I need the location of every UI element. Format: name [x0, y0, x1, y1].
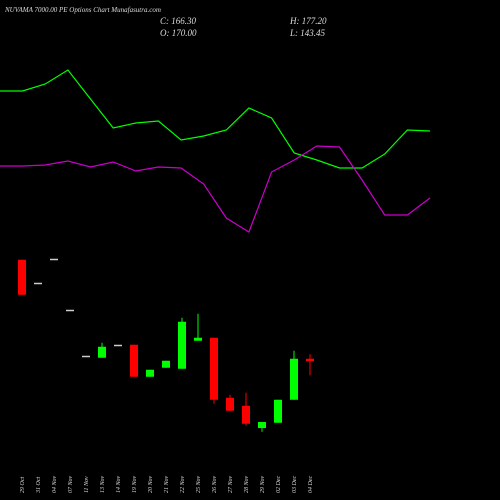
- x-tick-label: 14 Nov: [115, 475, 122, 493]
- candle-body: [18, 259, 26, 295]
- candle-body: [194, 337, 202, 341]
- x-tick-label: 03 Dec: [292, 476, 298, 493]
- candle-body: [34, 282, 42, 285]
- chart-title: NUVAMA 7000.00 PE Options Chart Munafasu…: [4, 6, 161, 14]
- info-low: L: 143.45: [289, 28, 326, 38]
- candle-body: [66, 309, 74, 312]
- candle-body: [130, 344, 138, 377]
- candle-body: [306, 358, 314, 362]
- candle-body: [162, 360, 170, 368]
- candle-body: [290, 358, 298, 400]
- info-high: H: 177.20: [289, 16, 327, 26]
- x-tick-label: 26 Nov: [212, 475, 218, 493]
- candle-body: [274, 399, 282, 423]
- line-series: [0, 145, 431, 233]
- x-tick-label: 11 Nov: [84, 476, 90, 493]
- x-tick-label: 25 Nov: [196, 475, 202, 493]
- candle-body: [50, 258, 58, 261]
- candle-body: [146, 369, 154, 377]
- candle-body: [178, 321, 186, 369]
- x-tick-label: 04 Dec: [307, 476, 314, 493]
- x-tick-label: 31 Oct: [36, 477, 42, 494]
- candle-body: [226, 397, 234, 411]
- info-close: C: 166.30: [160, 16, 197, 26]
- x-tick-label: 20 Nov: [148, 475, 154, 493]
- x-tick-label: 21 Nov: [164, 475, 170, 493]
- candle-body: [210, 337, 218, 400]
- x-tick-label: 29 Oct: [20, 477, 26, 493]
- x-tick-label: 04 Nov: [51, 475, 58, 493]
- x-tick-label: 29 Nov: [260, 475, 266, 493]
- x-tick-label: 27 Nov: [228, 475, 234, 493]
- candle-body: [242, 405, 250, 424]
- x-tick-label: 02 Dec: [276, 476, 282, 493]
- x-tick-label: 28 Nov: [244, 475, 250, 493]
- x-tick-label: 19 Nov: [132, 475, 138, 493]
- x-tick-label: 13 Nov: [100, 475, 106, 493]
- x-tick-label: 07 Nov: [68, 475, 74, 493]
- x-tick-label: 22 Nov: [180, 475, 186, 493]
- line-series: [0, 69, 431, 169]
- candle-body: [82, 355, 90, 358]
- candle-body: [114, 344, 122, 347]
- candle-body: [98, 346, 106, 358]
- info-open: O: 170.00: [160, 28, 197, 38]
- candle-body: [258, 422, 266, 428]
